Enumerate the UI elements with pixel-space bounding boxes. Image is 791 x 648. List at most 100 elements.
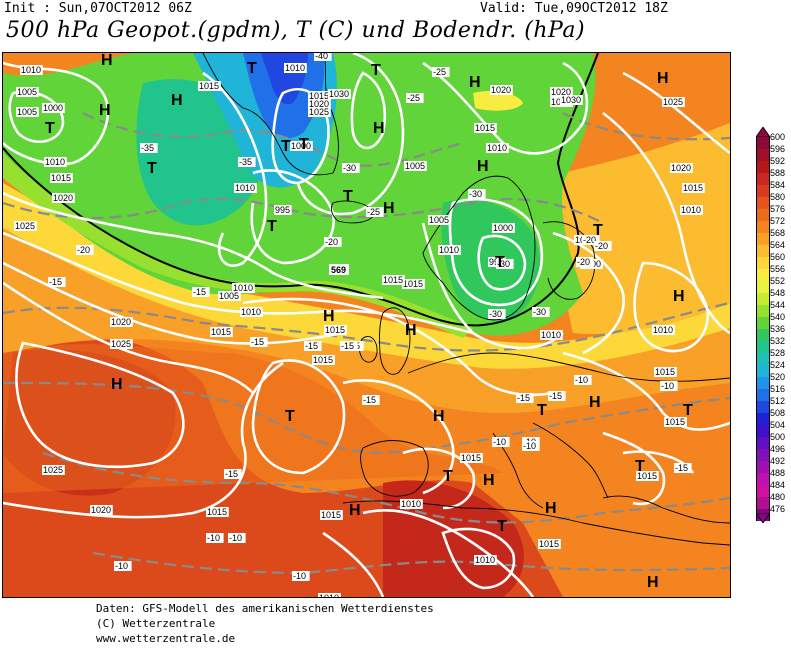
isobar-label: 1025 [663, 97, 683, 107]
isobar-label: 1005 [17, 87, 37, 97]
isobar-13 [250, 169, 335, 265]
isobar-24 [342, 379, 455, 495]
high-pressure-marker: H [99, 102, 111, 119]
color-legend: 600 596 592 588 584 580 576 572 568 564 560 556 552 5… [749, 127, 791, 523]
low-pressure-marker: T [495, 254, 505, 271]
coast-britain [379, 307, 411, 375]
isobar-label: 1015 [211, 327, 231, 337]
legend-swatch [756, 497, 770, 509]
high-pressure-marker: H [647, 574, 659, 591]
isotherm-label: -20 [325, 237, 338, 247]
isobar-label: 1030 [561, 95, 581, 105]
isobar-label: 1015 [199, 81, 219, 91]
isobar-label: 1030 [329, 89, 349, 99]
legend-swatch [756, 485, 770, 497]
legend-label: 504 [770, 420, 786, 430]
isotherm-label: -10 [575, 375, 588, 385]
map-title: 500 hPa Geopot.(gpdm), T (C) und Bodendr… [6, 18, 586, 43]
isobar-label: 1010 [439, 245, 459, 255]
low-pressure-marker: T [247, 60, 257, 77]
isobar-label: 1025 [111, 339, 131, 349]
isobar-15 [350, 71, 387, 150]
legend-swatch [756, 341, 770, 353]
legend-swatch [756, 173, 770, 185]
isobar-label: 1010 [241, 307, 261, 317]
coast-finland [542, 221, 596, 300]
isotherm-label: -10 [523, 441, 536, 451]
coast-scandinavia [422, 175, 536, 321]
legend-label: 596 [770, 144, 786, 154]
legend-swatch [756, 221, 770, 233]
legend-swatch [756, 473, 770, 485]
legend-label: 544 [770, 300, 786, 310]
isotherm-1 [3, 301, 730, 352]
legend-swatch [756, 317, 770, 329]
isobar-label: 1010 [487, 143, 507, 153]
high-pressure-marker: H [405, 322, 417, 339]
legend-swatch [756, 137, 770, 149]
high-pressure-marker: H [433, 408, 445, 425]
legend-swatch [756, 161, 770, 173]
isobar-label: 1010 [475, 555, 495, 565]
isobar-label: 1020 [551, 87, 571, 97]
legend-swatch [756, 149, 770, 161]
weather-map: 1010 1005 1000 1010 1015 1020 1025 1015 1010 1005… [2, 52, 731, 598]
legend-swatch [756, 413, 770, 425]
high-pressure-marker: H [657, 70, 669, 87]
isotherm-label: -30 [469, 189, 482, 199]
isobar-26 [362, 509, 535, 597]
isotherm-5 [3, 197, 604, 224]
fill-yellow-belt [3, 183, 730, 369]
legend-swatch [756, 305, 770, 317]
isobar-label: 1015 [309, 91, 329, 101]
isobar-label: 1025 [309, 107, 329, 117]
isobar-label: 1010 [21, 65, 41, 75]
isotherm-label: -15 [305, 341, 318, 351]
isotherm-label: -15 [549, 391, 562, 401]
isobar-label: 1015 [51, 173, 71, 183]
legend-label: 528 [770, 348, 786, 358]
isobar-7 [15, 341, 185, 469]
isotherm-label: -10 [115, 561, 128, 571]
low-pressure-marker: T [45, 120, 55, 137]
isotherm-label: -30 [533, 307, 546, 317]
isobar-3 [3, 191, 384, 300]
isobar-label: 1010 [681, 205, 701, 215]
legend-top-arrow [756, 127, 770, 137]
isobar-label: 1005 [17, 107, 37, 117]
isobar-23 [622, 71, 730, 155]
high-pressure-marker: H [383, 200, 395, 217]
isotherm-4 [92, 551, 730, 575]
isotherm-label: -10 [661, 381, 674, 391]
isobar-10 [242, 297, 554, 397]
credit-website[interactable]: www.wetterzentrale.de [96, 632, 236, 645]
legend-label: 480 [770, 492, 786, 502]
legend-label: 488 [770, 468, 786, 478]
low-pressure-marker: T [281, 138, 291, 155]
low-pressure-marker: T [497, 518, 507, 535]
legend-label: 548 [770, 288, 786, 298]
isotherm-label: -15 [675, 463, 688, 473]
isobar-label: 1010 [401, 499, 421, 509]
isobar-label: 1020 [671, 163, 691, 173]
isobar-label: 1015 [665, 417, 685, 427]
legend-label: 484 [770, 480, 786, 490]
isobar-5 [3, 261, 344, 345]
isobar-label: 1000 [291, 141, 311, 151]
isobar-11 [202, 71, 268, 267]
legend-label: 476 [770, 504, 786, 514]
low-pressure-marker: T [537, 402, 547, 419]
low-pressure-marker: T [443, 468, 453, 485]
legend-swatch [756, 281, 770, 293]
valid-time: Valid: Tue,09OCT2012 18Z [480, 1, 668, 16]
isobar-label: 1020 [91, 505, 111, 515]
isobar-label: 995 [275, 205, 290, 215]
isobar-label: 1015 [207, 507, 227, 517]
isobar-label: 1015 [683, 183, 703, 193]
isobar-label: 1000 [493, 223, 513, 233]
isobar-label: 1005 [219, 291, 239, 301]
isotherm-label: -25 [433, 67, 446, 77]
high-pressure-marker: H [171, 92, 183, 109]
isotherm-label: -10 [493, 437, 506, 447]
